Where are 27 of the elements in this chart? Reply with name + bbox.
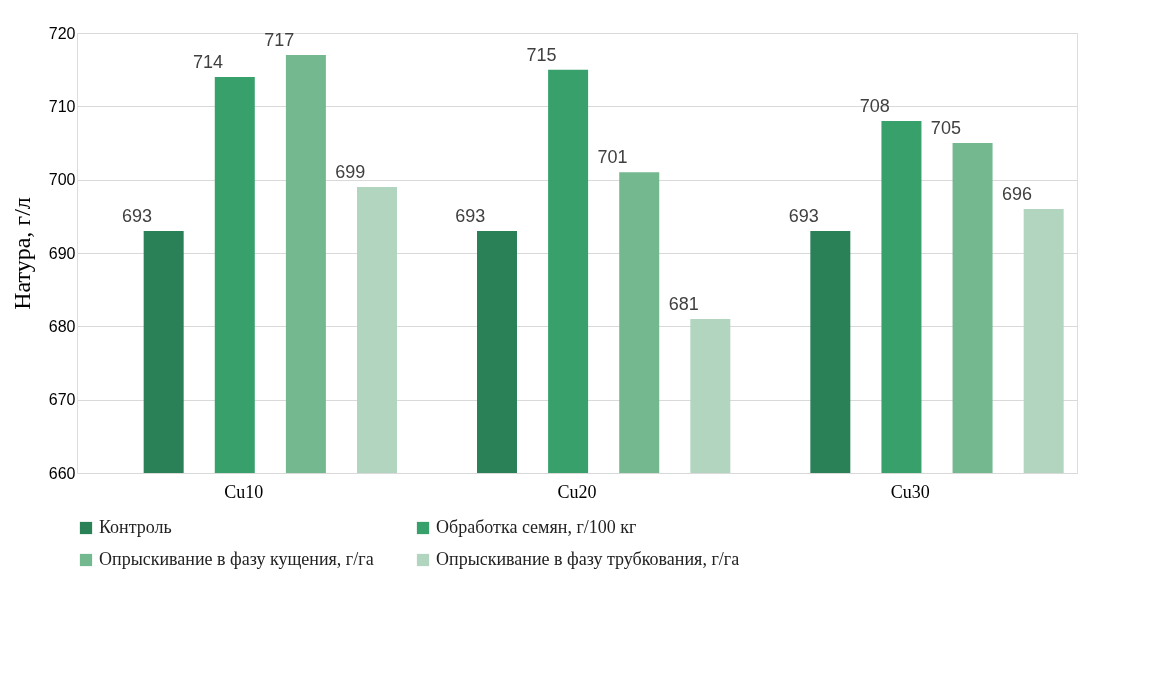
data-label: 693 — [455, 206, 486, 226]
data-label: 693 — [788, 206, 819, 226]
data-label: 708 — [859, 96, 890, 116]
x-tick-label: Cu10 — [224, 481, 264, 502]
data-label: 705 — [930, 118, 961, 138]
y-tick-label: 670 — [48, 391, 76, 409]
data-label: 717 — [264, 30, 295, 50]
data-label: 681 — [668, 294, 699, 314]
x-tick-label: Cu20 — [557, 481, 597, 502]
x-tick-label: Cu30 — [890, 481, 930, 502]
y-tick-label: 660 — [48, 464, 76, 482]
data-label: 693 — [121, 206, 153, 226]
data-label: 701 — [597, 147, 628, 168]
y-tick-label: 700 — [48, 171, 76, 189]
y-tick-label: 720 — [48, 24, 76, 42]
y-tick-label: 690 — [48, 244, 76, 262]
y-tick-label: 680 — [48, 317, 76, 335]
y-axis-title: Натура, г/л — [8, 197, 35, 310]
y-tick-label: 710 — [48, 97, 76, 115]
legend-label: Опрыскивание в фазу трубкования, г/га — [436, 549, 740, 569]
data-label: 699 — [335, 162, 366, 182]
data-label: 715 — [526, 44, 557, 65]
legend-label: Опрыскивание в фазу кущения, г/га — [99, 549, 374, 569]
data-label: 696 — [1001, 184, 1033, 204]
legend-label: Обработка семян, г/100 кг — [436, 517, 637, 537]
legend-label: Контроль — [99, 517, 172, 537]
data-label: 714 — [193, 52, 224, 72]
